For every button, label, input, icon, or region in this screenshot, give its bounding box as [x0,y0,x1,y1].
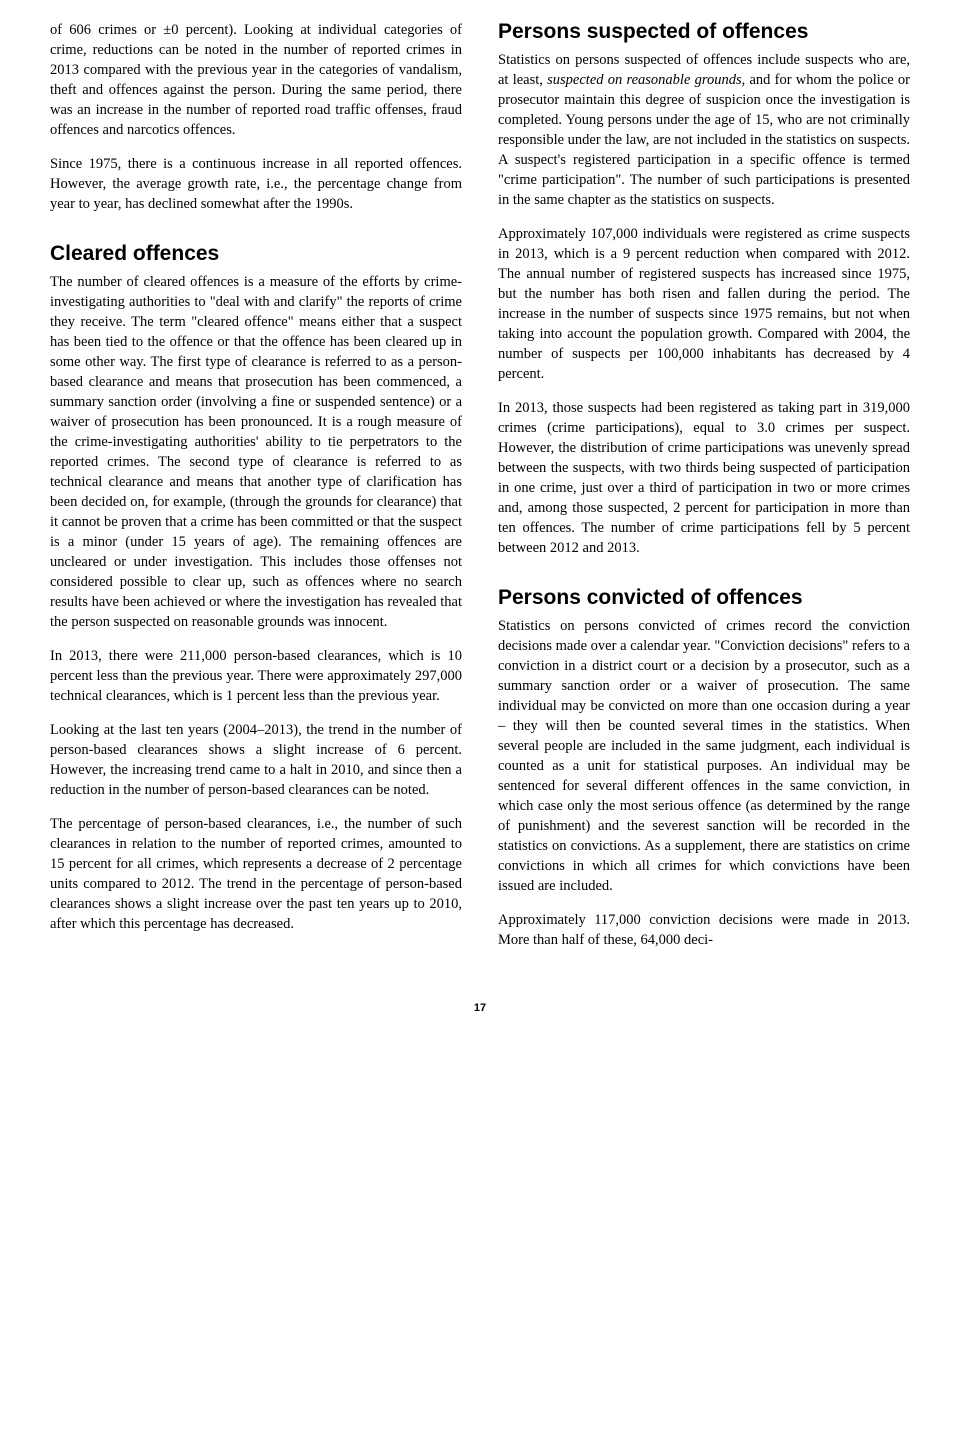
intro-paragraph-2: Since 1975, there is a continuous increa… [50,154,462,214]
suspected-paragraph-1: Statistics on persons suspected of offen… [498,50,910,210]
page-number: 17 [50,1002,910,1014]
cleared-paragraph-2: In 2013, there were 211,000 person-based… [50,646,462,706]
suspected-paragraph-3: In 2013, those suspects had been registe… [498,398,910,558]
cleared-paragraph-4: The percentage of person-based clearance… [50,814,462,934]
intro-paragraph-1: of 606 crimes or ±0 percent). Looking at… [50,20,462,140]
convicted-paragraph-2: Approximately 117,000 conviction decisio… [498,910,910,950]
suspected-paragraph-2: Approximately 107,000 individuals were r… [498,224,910,384]
left-column: of 606 crimes or ±0 percent). Looking at… [50,20,462,964]
cleared-paragraph-1: The number of cleared offences is a meas… [50,272,462,632]
convicted-paragraph-1: Statistics on persons convicted of crime… [498,616,910,896]
suspected-offences-heading: Persons suspected of offences [498,20,910,44]
cleared-paragraph-3: Looking at the last ten years (2004–2013… [50,720,462,800]
right-column: Persons suspected of offences Statistics… [498,20,910,964]
two-column-layout: of 606 crimes or ±0 percent). Looking at… [50,20,910,964]
cleared-offences-heading: Cleared offences [50,242,462,266]
suspected-p1-post: , and for whom the police or prosecutor … [498,72,910,208]
convicted-offences-heading: Persons convicted of offences [498,586,910,610]
suspected-p1-emphasis: suspected on reasonable grounds [547,72,741,88]
